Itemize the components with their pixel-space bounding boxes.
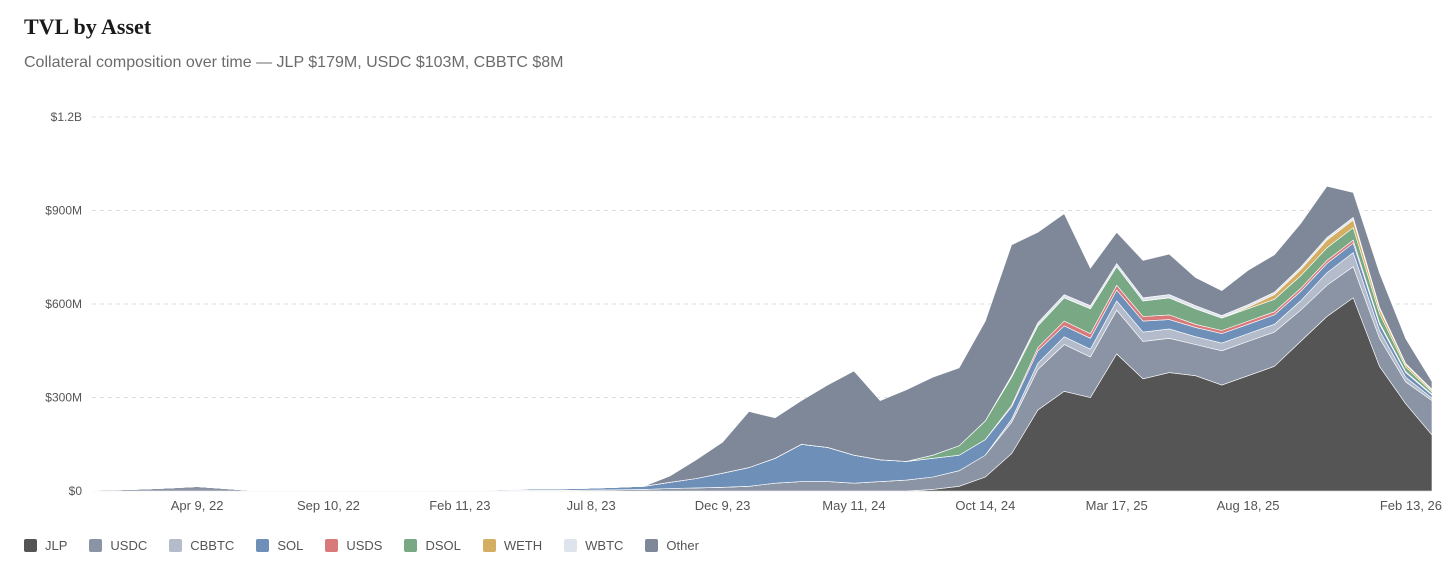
legend-swatch [169,539,183,552]
legend-swatch [325,539,339,552]
x-tick-label: Feb 11, 23 [429,498,490,513]
x-tick-label: Feb 13, 26 [1380,498,1442,513]
x-tick-label: May 11, 24 [822,498,885,513]
legend-label: SOL [277,538,304,553]
x-axis: Apr 9, 22 Sep 10, 22 Feb 11, 23 Jul 8, 23 De… [171,498,1442,513]
x-tick-label: Aug 18, 25 [1217,498,1280,513]
legend-label: DSOL [425,538,461,553]
x-tick-label: Apr 9, 22 [171,498,224,513]
y-tick-label: $300M [45,391,82,405]
legend-item-wbtc[interactable]: WBTC [564,538,623,553]
x-tick-label: Mar 17, 25 [1086,498,1148,513]
legend-swatch [645,539,659,552]
x-tick-label: Jul 8, 23 [567,498,616,513]
legend-item-usdc[interactable]: USDC [89,538,147,553]
legend-label: Other [666,538,699,553]
legend-item-cbbtc[interactable]: CBBTC [169,538,234,553]
area-series [91,185,1433,492]
chart-title: TVL by Asset [24,14,152,39]
area-other [91,185,1433,491]
legend-item-dsol[interactable]: DSOL [404,538,461,553]
legend-swatch [482,539,496,552]
legend-label: USDS [346,538,383,553]
legend-item-other[interactable]: Other [645,538,699,553]
legend-swatch [24,539,37,552]
legend-item-usds[interactable]: USDS [325,538,382,553]
legend-swatch [404,539,418,552]
y-axis: $0 $300M $600M $900M $1.2B [45,110,82,498]
y-tick-label: $1.2B [51,110,82,124]
legend-label: USDC [110,538,148,553]
y-tick-label: $600M [45,297,82,311]
legend-item-jlp[interactable]: JLP [24,538,67,553]
x-tick-label: Dec 9, 23 [695,498,751,513]
legend-label: WETH [503,538,543,553]
legend-swatch [89,539,103,552]
legend-item-sol[interactable]: SOL [256,538,303,553]
y-tick-label: $0 [69,484,83,498]
legend-label: CBBTC [190,538,235,553]
legend-label: JLP [45,538,68,553]
x-tick-label: Oct 14, 24 [955,498,1015,513]
chart-legend: JLP USDC CBBTC SOL USDS DSOL WETH WBTC Other [24,538,721,553]
legend-label: WBTC [585,538,624,553]
chart-subtitle: Collateral composition over time — JLP $… [24,54,564,71]
legend-swatch [564,539,578,552]
y-tick-label: $900M [45,204,82,218]
x-tick-label: Sep 10, 22 [297,498,360,513]
legend-item-weth[interactable]: WETH [482,538,543,553]
legend-swatch [256,539,270,552]
